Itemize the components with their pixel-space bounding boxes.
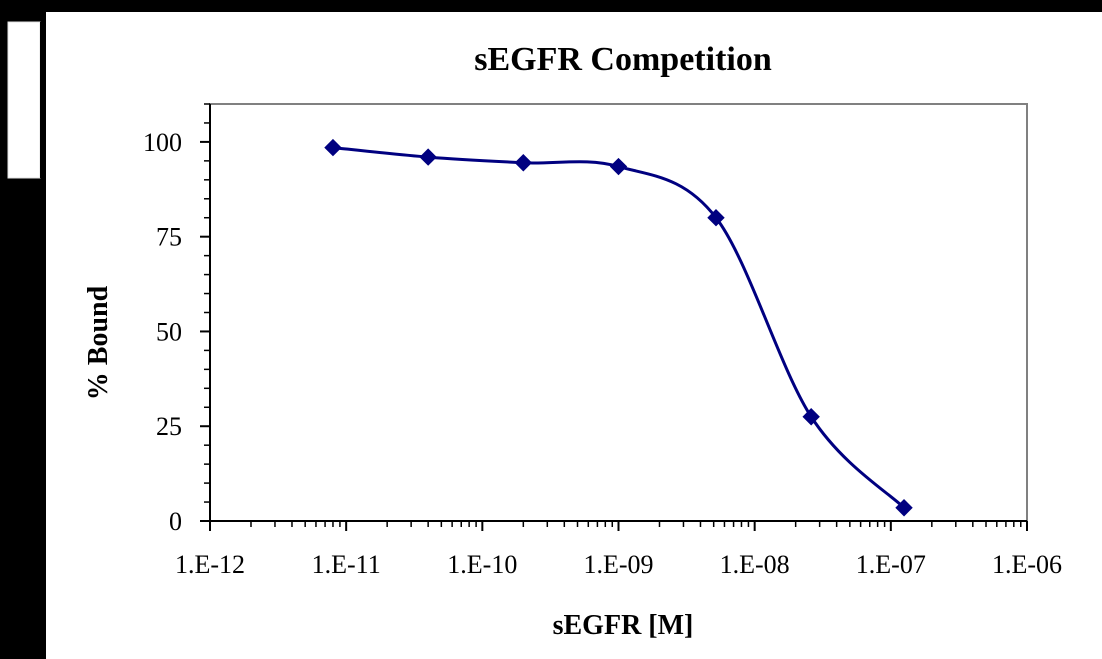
y-axis-label: % Bound	[83, 285, 114, 400]
x-axis-label: sEGFR [M]	[553, 610, 694, 641]
x-tick-label: 1.E-07	[856, 550, 926, 579]
data-point-marker	[324, 138, 342, 157]
side-panel-strip	[40, 22, 46, 178]
data-point-marker	[419, 148, 437, 166]
data-point-marker	[609, 157, 628, 176]
data-point-marker	[514, 154, 533, 172]
y-tick-label: 100	[143, 128, 182, 157]
x-tick-label: 1.E-09	[583, 550, 653, 579]
y-tick-label: 0	[169, 507, 182, 536]
y-tick-label: 50	[156, 317, 182, 346]
axes-layer: 1.E-12 1.E-11 1.E-10 1.E-09 1.E-08 1.E-07 1.E-…	[143, 103, 1062, 579]
chart-title: sEGFR Competition	[474, 41, 772, 78]
x-tick-label: 1.E-06	[992, 550, 1062, 579]
data-point-marker	[895, 499, 913, 517]
y-tick-label: 25	[156, 412, 182, 441]
x-tick-label: 1.E-11	[312, 550, 381, 579]
data-point-marker	[707, 209, 725, 227]
side-panel	[7, 21, 41, 179]
x-tick-label: 1.E-08	[720, 550, 790, 579]
x-tick-label: 1.E-10	[447, 550, 517, 579]
y-tick-label: 75	[156, 223, 182, 252]
data-point-marker	[802, 408, 820, 426]
series-layer	[324, 138, 913, 517]
x-tick-label: 1.E-12	[175, 550, 245, 579]
